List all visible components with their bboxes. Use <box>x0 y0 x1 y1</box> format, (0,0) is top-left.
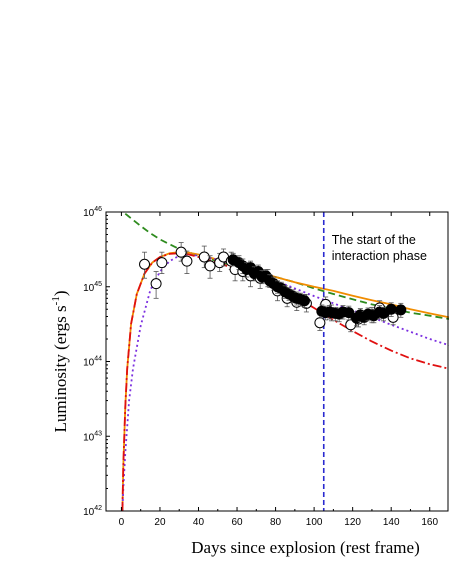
x-axis: 0 20 40 60 80 100 120 140 160 <box>119 212 439 528</box>
model-curve-1 <box>121 251 449 511</box>
x-tick-label-5: 100 <box>306 517 323 528</box>
filled-point <box>298 295 310 307</box>
y-axis-title-superscript: -1 <box>50 296 62 305</box>
y-axis-title: Luminosity (ergs s-1) <box>50 290 70 432</box>
x-tick-label-8: 160 <box>421 517 438 528</box>
open-point <box>156 257 168 269</box>
x-tick-label-7: 140 <box>383 517 400 528</box>
y-tick-label-0: 1042 <box>83 505 102 518</box>
y-tick-label-3: 1045 <box>83 281 102 294</box>
open-point <box>181 255 193 267</box>
x-tick-label-3: 60 <box>231 517 243 528</box>
x-tick-label-2: 40 <box>193 517 205 528</box>
y-tick-label-4: 1046 <box>83 206 102 219</box>
x-axis-title: Days since explosion (rest frame) <box>191 538 419 557</box>
x-tick-label-1: 20 <box>154 517 166 528</box>
x-tick-label-4: 80 <box>270 517 282 528</box>
x-tick-label-0: 0 <box>119 517 125 528</box>
filled-point <box>395 304 407 316</box>
filled-point <box>343 307 355 319</box>
filled-points <box>227 252 407 327</box>
x-tick-label-6: 120 <box>344 517 361 528</box>
y-tick-label-1: 1043 <box>83 430 102 443</box>
open-point <box>150 278 162 290</box>
y-axis-title-main: Luminosity (ergs s <box>51 305 70 432</box>
open-point <box>314 317 326 329</box>
open-point <box>204 260 216 272</box>
open-point <box>198 251 210 263</box>
annotation-line-1: The start of the <box>332 233 416 247</box>
open-point <box>175 246 187 258</box>
y-tick-label-2: 1044 <box>83 356 102 369</box>
y-axis: 1042 1043 1044 1045 1046 <box>83 206 110 518</box>
annotation-line-2: interaction phase <box>332 249 427 263</box>
open-point <box>139 258 151 270</box>
y-axis-title-close: ) <box>51 290 70 296</box>
filled-point <box>385 303 397 315</box>
